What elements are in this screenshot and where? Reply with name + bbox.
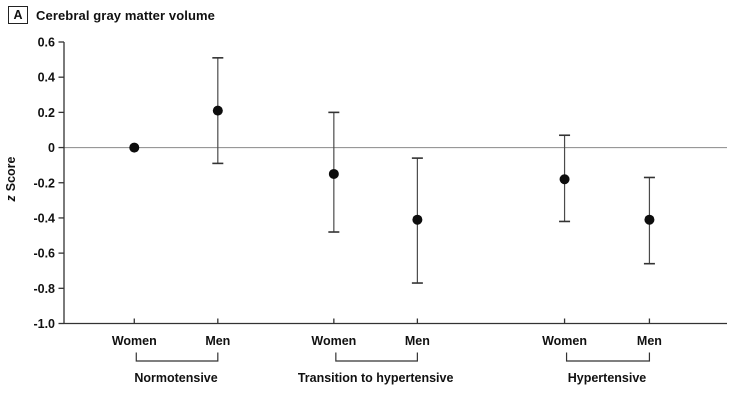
panel-letter: A (13, 8, 23, 22)
category-label: Women (542, 334, 587, 348)
category-label: Men (405, 334, 430, 348)
y-tick-label: -1.0 (33, 317, 55, 331)
group-bracket (135, 352, 219, 362)
category-label: Men (637, 334, 662, 348)
data-point (328, 168, 339, 179)
y-axis-title-italic: z (4, 195, 18, 202)
category-label: Women (311, 334, 356, 348)
category-label: Women (112, 334, 157, 348)
y-tick-label: 0 (48, 141, 55, 155)
panel-letter-badge: A (8, 6, 28, 24)
group-bracket (565, 352, 651, 362)
panel-title: Cerebral gray matter volume (36, 7, 215, 23)
data-point (212, 105, 223, 116)
data-point (644, 214, 655, 225)
y-tick-label: 0.4 (38, 71, 55, 85)
group-label: Normotensive (134, 371, 217, 385)
y-tick-label: -0.4 (33, 211, 55, 225)
figure-header: A Cerebral gray matter volume (8, 6, 215, 24)
data-point (412, 214, 423, 225)
y-axis-title-rest: Score (4, 156, 18, 192)
y-tick-label: -0.8 (33, 282, 55, 296)
y-axis-title: z Score (4, 144, 18, 214)
y-tick-label: 0.2 (38, 106, 55, 120)
group-label: Hypertensive (568, 371, 647, 385)
data-point (559, 174, 570, 185)
y-tick-label: -0.2 (33, 176, 55, 190)
group-bracket (335, 352, 418, 362)
data-point (129, 142, 140, 153)
y-tick-label: -0.6 (33, 247, 55, 261)
group-label: Transition to hypertensive (298, 371, 454, 385)
category-label: Men (205, 334, 230, 348)
y-tick-label: 0.6 (38, 36, 55, 50)
